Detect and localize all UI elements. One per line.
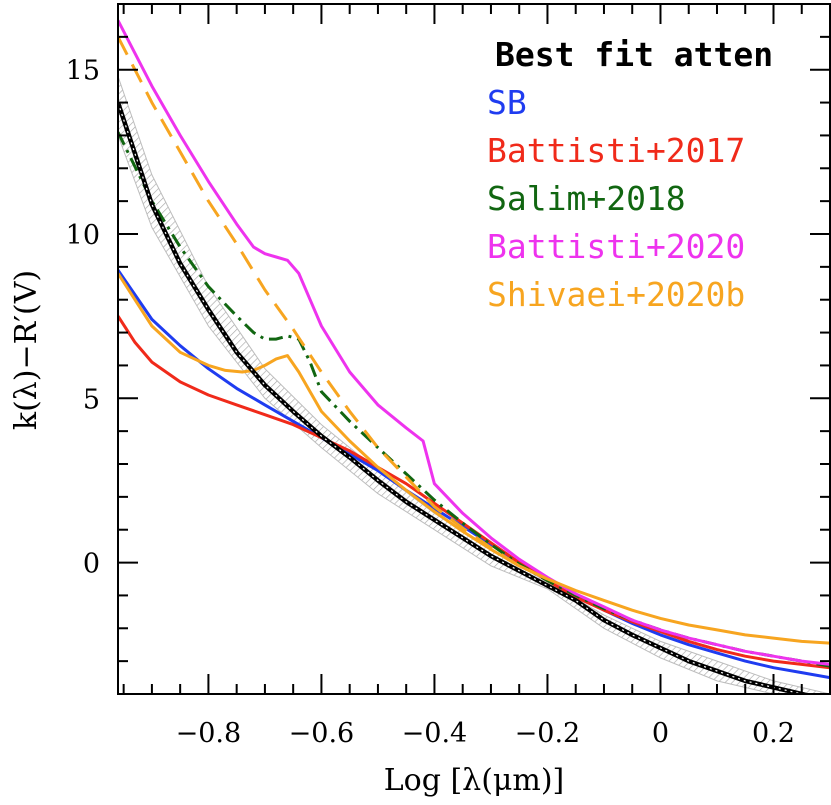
series-line-shivaei-2020b bbox=[118, 272, 830, 645]
y-tick-label: 5 bbox=[83, 384, 100, 415]
tick-layer: −0.8 −0.6 −0.4 −0.2 0 0.2 0 5 10 15 bbox=[66, 3, 831, 749]
series-line-shivaei-2020b-dashed bbox=[118, 36, 549, 581]
legend-entry-sb: SB bbox=[487, 83, 527, 122]
y-tick-label: 10 bbox=[66, 220, 100, 251]
x-axis-title: Log [λ(μm)] bbox=[384, 763, 565, 798]
x-tick-label: 0 bbox=[652, 718, 669, 749]
legend-entry-battisti-2017: Battisti+2017 bbox=[487, 131, 745, 170]
series-line-salim-2018 bbox=[118, 131, 830, 668]
y-tick-label: 15 bbox=[66, 56, 100, 87]
y-tick-label: 0 bbox=[83, 549, 100, 580]
x-tick-label: −0.2 bbox=[515, 718, 581, 749]
x-tick-label: 0.2 bbox=[752, 718, 795, 749]
legend-entry-battisti-2020: Battisti+2020 bbox=[487, 227, 745, 266]
series-layer bbox=[118, 19, 830, 694]
x-tick-label: −0.6 bbox=[289, 718, 355, 749]
legend-entry-salim-2018: Salim+2018 bbox=[487, 179, 686, 218]
legend-entry-best-fit-atten: Best fit atten bbox=[495, 35, 773, 74]
x-tick-label: −0.8 bbox=[176, 718, 242, 749]
series-line-best-fit-atten bbox=[118, 102, 805, 694]
plot-frame bbox=[117, 3, 831, 695]
series-line-battisti-2020 bbox=[118, 19, 830, 666]
legend-entry-shivaei-2020b: Shivaei+2020b bbox=[487, 275, 745, 314]
x-tick-label: −0.4 bbox=[402, 718, 468, 749]
legend: Best fit atten SB Battisti+2017 Salim+2018 B… bbox=[487, 35, 773, 314]
y-axis-title: k(λ)−R′(V) bbox=[9, 270, 44, 430]
